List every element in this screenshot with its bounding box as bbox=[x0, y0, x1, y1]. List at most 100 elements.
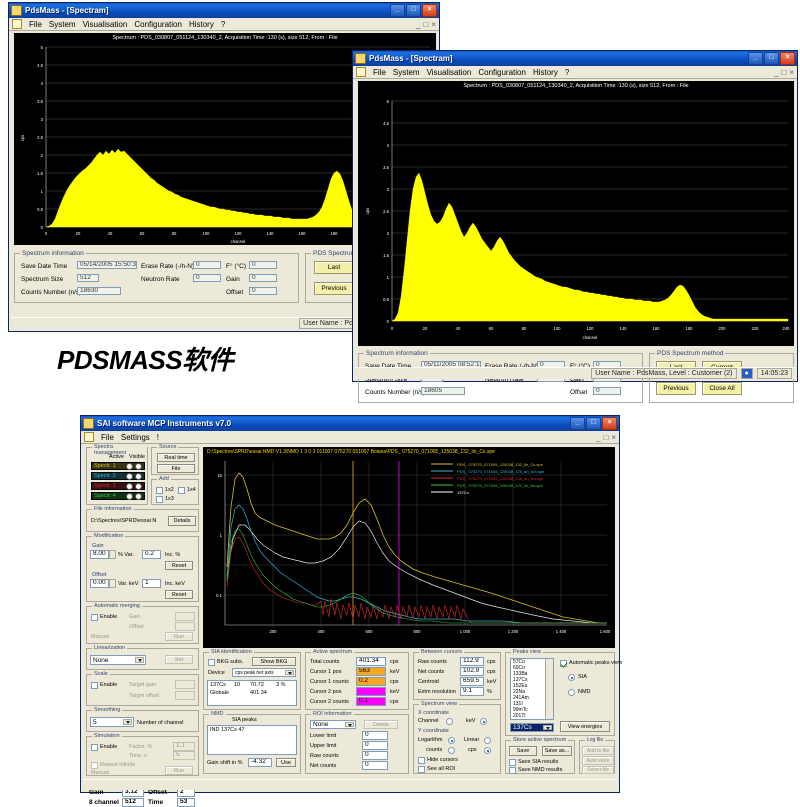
mdi-restore-icon[interactable]: □ bbox=[781, 67, 787, 77]
extm-resolution-value[interactable]: 9.1 bbox=[460, 687, 484, 696]
simulation-factor-field[interactable]: 1.1 bbox=[173, 742, 195, 751]
linearization-set-button[interactable]: Set bbox=[165, 655, 193, 664]
menu-help[interactable]: ? bbox=[564, 67, 570, 77]
details-button[interactable]: Details bbox=[168, 516, 196, 526]
menu-file[interactable]: File bbox=[373, 67, 386, 77]
target-gain-field[interactable] bbox=[175, 680, 195, 689]
offset-inc-field[interactable]: 1 bbox=[142, 579, 161, 588]
menu-configuration[interactable]: Configuration bbox=[478, 67, 526, 77]
menu-visualisation[interactable]: Visualisation bbox=[426, 67, 472, 77]
list-item[interactable]: 133Ba bbox=[513, 671, 528, 677]
close-button[interactable]: × bbox=[602, 417, 617, 430]
auto-store-button[interactable]: Auto store bbox=[582, 756, 614, 765]
list-item[interactable]: 67Ga bbox=[511, 719, 553, 720]
mdi-close-icon[interactable]: × bbox=[611, 432, 616, 442]
error-rate-value[interactable]: 0 bbox=[193, 261, 221, 269]
cursor1-counts-value[interactable]: 0.2 bbox=[356, 677, 386, 686]
save-as-button[interactable]: Save as... bbox=[542, 746, 572, 756]
list-item[interactable]: 57Co bbox=[513, 659, 525, 665]
window2-title-buttons[interactable]: _ □ × bbox=[748, 52, 795, 65]
smoothing-select[interactable]: 5 bbox=[90, 717, 134, 727]
save-sia-results-checkbox[interactable] bbox=[509, 759, 516, 766]
minimize-button[interactable]: _ bbox=[748, 52, 763, 65]
offset-value-field[interactable]: 0.00 bbox=[90, 579, 109, 588]
minimize-button[interactable]: _ bbox=[570, 417, 585, 430]
sia-radio[interactable] bbox=[568, 674, 575, 681]
simulation-time-field[interactable]: 5 bbox=[173, 751, 195, 760]
list-item[interactable]: 152Eu bbox=[513, 683, 528, 689]
raw-counts-value[interactable]: 112.9 bbox=[460, 657, 484, 666]
ft-value[interactable]: 0 bbox=[249, 261, 277, 269]
gain-reset-button[interactable]: Reset bbox=[165, 561, 193, 570]
roi-raw-counts-value[interactable]: 0 bbox=[362, 751, 388, 760]
roi-select[interactable]: None bbox=[310, 720, 356, 729]
visible-toggle[interactable] bbox=[135, 462, 142, 470]
window-pdsmass-2[interactable]: PdsMass - [Spectram] _ □ × File System V… bbox=[352, 50, 798, 403]
list-item[interactable]: 99mTc bbox=[513, 707, 528, 713]
add-1x3-checkbox[interactable] bbox=[156, 496, 163, 503]
visible-toggle[interactable] bbox=[135, 472, 142, 480]
y-log-radio[interactable] bbox=[448, 737, 455, 744]
cursor2-counts-value[interactable]: 0.1 bbox=[356, 697, 386, 706]
gain-spinner[interactable] bbox=[109, 550, 116, 559]
mdi-restore-icon[interactable]: □ bbox=[423, 19, 429, 29]
active-toggle[interactable] bbox=[126, 472, 133, 480]
peaks-list-scrollbar[interactable] bbox=[545, 659, 553, 719]
window1-title-buttons[interactable]: _ □ × bbox=[390, 4, 437, 17]
mdi-minimize-icon[interactable]: _ bbox=[774, 67, 779, 77]
neutron-rate-value[interactable]: 0 bbox=[193, 274, 221, 282]
list-item[interactable]: 137Cs bbox=[513, 677, 528, 683]
x-kev-radio[interactable] bbox=[480, 718, 487, 725]
linearization-select[interactable]: None bbox=[90, 655, 146, 665]
auto-merging-offset-field[interactable] bbox=[175, 622, 195, 631]
list-item[interactable]: 60Co bbox=[513, 665, 525, 671]
upper-limit-value[interactable]: 0 bbox=[362, 741, 388, 750]
offset-reset-button[interactable]: Reset bbox=[165, 590, 193, 599]
peaks-selected-select[interactable]: 137Cs bbox=[510, 723, 554, 732]
real-time-button[interactable]: Real time bbox=[157, 453, 195, 462]
list-item[interactable]: 131I bbox=[513, 701, 523, 707]
window3-titlebar[interactable]: SAI software MCP Instruments v7.0 _ □ × bbox=[81, 416, 619, 431]
x-channel-radio[interactable] bbox=[446, 718, 453, 725]
maximize-button[interactable]: □ bbox=[764, 52, 779, 65]
menu-history[interactable]: History bbox=[188, 19, 214, 29]
net-counts-value[interactable]: 102.9 bbox=[460, 667, 484, 676]
bkg-subs-checkbox[interactable] bbox=[208, 659, 215, 666]
window1-titlebar[interactable]: PdsMass - [Spectram] _ □ × bbox=[9, 3, 439, 18]
previous-button[interactable]: Previous bbox=[656, 382, 696, 395]
list-item[interactable]: 22Na bbox=[513, 689, 525, 695]
mdi-restore-icon[interactable]: □ bbox=[603, 432, 609, 442]
menu-system[interactable]: System bbox=[392, 67, 420, 77]
add-1x4-checkbox[interactable] bbox=[178, 487, 185, 494]
roi-delete-button[interactable]: Delete bbox=[364, 720, 398, 729]
hide-cursors-checkbox[interactable] bbox=[418, 757, 425, 764]
menu-history[interactable]: History bbox=[532, 67, 558, 77]
y-cps-radio[interactable] bbox=[484, 747, 491, 754]
active-toggle[interactable] bbox=[126, 462, 133, 470]
gain-value[interactable]: 0 bbox=[249, 274, 277, 282]
file-button[interactable]: File bbox=[157, 464, 195, 473]
window1-mdi-buttons[interactable]: _ □ × bbox=[416, 20, 436, 29]
window3-spectrum-plot[interactable]: D:\Spectres\SPRD\essai NMD V1.3\NMD 1 3 … bbox=[203, 447, 615, 648]
offset-spinner[interactable] bbox=[109, 579, 116, 588]
window3-mdi-buttons[interactable]: _ □ × bbox=[596, 433, 616, 442]
save-button[interactable]: Save bbox=[509, 746, 537, 756]
menu-visualisation[interactable]: Visualisation bbox=[82, 19, 128, 29]
auto-merging-gain-field[interactable] bbox=[175, 612, 195, 621]
add-to-file-button[interactable]: Add to file bbox=[582, 746, 614, 755]
menu-configuration[interactable]: Configuration bbox=[134, 19, 182, 29]
menu-file[interactable]: File bbox=[29, 19, 42, 29]
minimize-button[interactable]: _ bbox=[390, 4, 405, 17]
counts-number-value[interactable]: 18630 bbox=[77, 287, 121, 295]
total-counts-value[interactable]: 401.34 bbox=[356, 657, 386, 666]
maximize-button[interactable]: □ bbox=[406, 4, 421, 17]
mdi-minimize-icon[interactable]: _ bbox=[596, 432, 601, 442]
offset-value[interactable]: 0 bbox=[249, 287, 277, 295]
gain-inc-field[interactable]: 0.2 bbox=[142, 550, 161, 559]
use-button[interactable]: Use bbox=[276, 758, 296, 767]
spectrum-row[interactable]: Spectr. 4 bbox=[91, 492, 145, 500]
peaks-list[interactable]: 57Co 60Co 133Ba 137Cs 152Eu 22Na 241Am 1… bbox=[510, 658, 554, 720]
menu-settings[interactable]: Settings bbox=[120, 432, 150, 442]
auto-merging-run-button[interactable]: Run bbox=[165, 632, 193, 641]
select-file-button[interactable]: Select file bbox=[582, 766, 614, 774]
